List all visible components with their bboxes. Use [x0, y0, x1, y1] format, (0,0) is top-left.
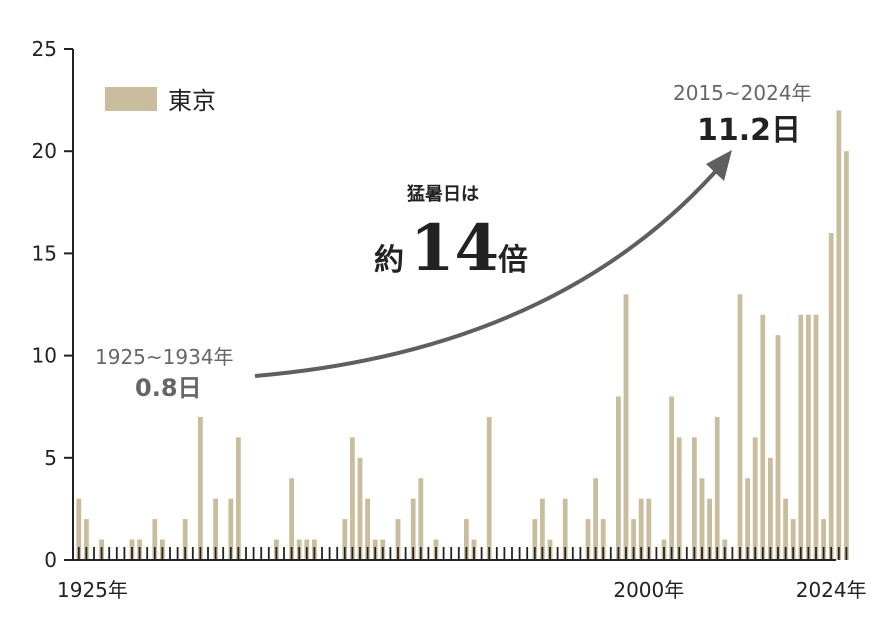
bar-1969: [410, 498, 416, 560]
bar-2015: [760, 314, 766, 560]
start-period-value: 0.8日: [135, 374, 202, 402]
bar-1943: [213, 498, 218, 560]
bar-2026: [844, 151, 849, 560]
bar-1926: [84, 519, 89, 560]
bar-1993: [593, 478, 598, 560]
bar-2003: [669, 396, 674, 560]
y-tick-label-20: 20: [32, 139, 57, 163]
x-tick-label-2000: 2000年: [613, 578, 684, 602]
bar-1953: [289, 478, 294, 560]
bar-1967: [395, 519, 401, 560]
bar-2004: [676, 437, 682, 560]
bar-1979: [486, 416, 492, 560]
bar-1985: [532, 519, 538, 560]
bar-1997: [623, 294, 629, 560]
y-tick-label-15: 15: [32, 241, 57, 265]
bar-2024: [828, 232, 834, 560]
bar-2018: [783, 498, 788, 560]
bar-1946: [236, 437, 241, 560]
bar-1945: [228, 498, 234, 560]
bar-2000: [646, 498, 652, 560]
bar-1961: [350, 437, 355, 560]
bar-2014: [752, 437, 758, 560]
bar-1962: [357, 457, 363, 560]
legend-swatch: [105, 87, 157, 111]
bar-1998: [631, 519, 636, 560]
bar-2016: [768, 457, 773, 560]
headline-caption: 猛暑日は: [406, 183, 479, 205]
bar-1999: [638, 498, 644, 560]
x-tick-label-2024: 2024年: [796, 578, 867, 602]
trend-arrow: [254, 161, 725, 378]
y-axis: 0 5 10 15 20 25: [32, 37, 74, 572]
bar-2006: [692, 437, 697, 560]
bar-1996: [616, 396, 621, 560]
bar-2009: [714, 416, 720, 560]
x-tick-label-1925: 1925年: [57, 578, 128, 602]
bar-1963: [365, 498, 370, 560]
end-period-value: 11.2日: [697, 113, 801, 148]
y-tick-label-10: 10: [32, 344, 57, 368]
y-tick-label-0: 0: [44, 548, 57, 572]
bar-2025: [836, 110, 842, 560]
x-axis: 1925年 2000年 2024年: [57, 547, 867, 602]
legend-label: 東京: [168, 87, 216, 115]
bar-2021: [806, 314, 811, 560]
bar-2012: [737, 294, 743, 560]
bar-1970: [418, 478, 424, 560]
bar-2019: [790, 519, 796, 560]
end-period-label: 2015~2024年: [673, 81, 812, 105]
bar-2007: [699, 478, 705, 560]
bar-2020: [798, 314, 804, 560]
start-period-label: 1925~1934年: [95, 345, 234, 369]
bar-1939: [182, 519, 188, 560]
trend-arrowhead: [706, 150, 732, 181]
y-tick-label-5: 5: [44, 446, 57, 470]
bar-1986: [540, 498, 545, 560]
bar-2023: [821, 519, 826, 560]
bar-2008: [707, 498, 712, 560]
bar-1989: [562, 498, 568, 560]
bar-1935: [152, 519, 158, 560]
bar-1976: [464, 519, 469, 560]
headline-prefix: 約: [374, 243, 404, 278]
bar-1992: [585, 519, 591, 560]
headline-number: 14: [410, 211, 499, 286]
bar-1925: [76, 498, 82, 560]
bar-2022: [813, 314, 819, 560]
bar-1941: [198, 416, 203, 560]
bar-1960: [342, 519, 348, 560]
y-tick-label-25: 25: [32, 37, 57, 61]
headline-suffix: 倍: [498, 243, 528, 278]
bar-2017: [775, 335, 781, 560]
bar-1994: [600, 519, 606, 560]
bar-2013: [745, 478, 750, 560]
